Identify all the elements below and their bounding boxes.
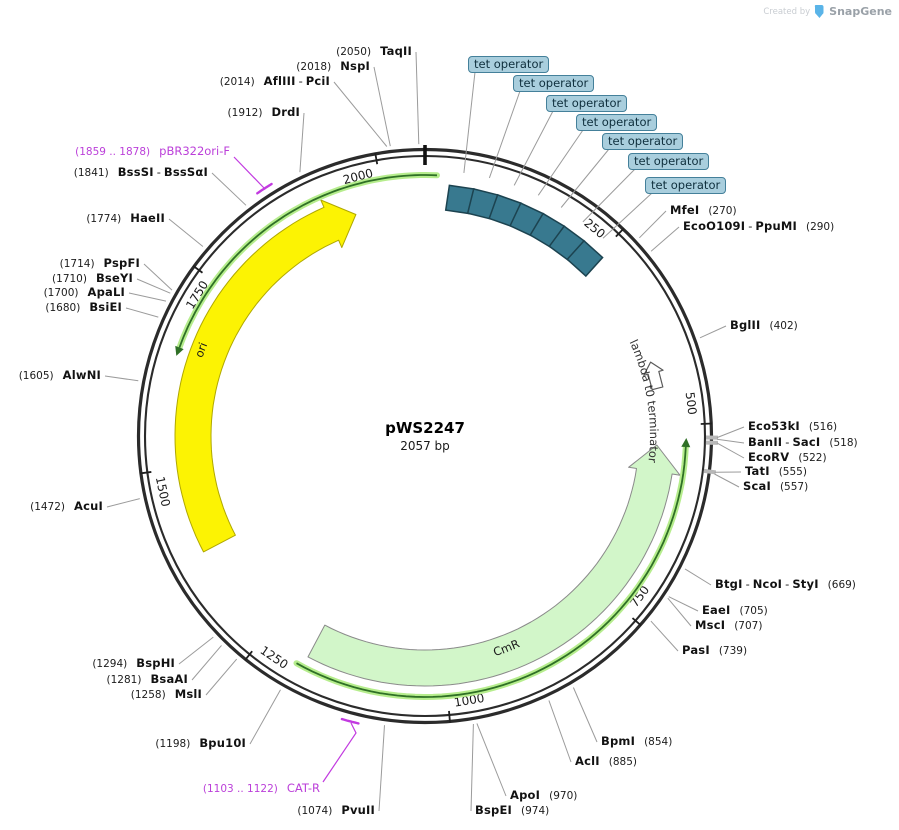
callout-NspI	[373, 66, 391, 147]
primer-callout-CAT-R	[322, 722, 357, 783]
callout-BglII	[699, 325, 727, 339]
callout-AcuI	[106, 498, 140, 508]
callout-BseYI	[136, 278, 171, 294]
cmr-direction-arrow-head	[681, 437, 691, 448]
snapgene-logo-icon	[814, 5, 824, 18]
tick-500	[700, 422, 713, 425]
cmr-direction-arrow	[296, 446, 687, 698]
callout-Bpu10I	[249, 689, 281, 745]
primer-callout-pBR322ori-F	[233, 156, 265, 189]
primer-arc-CAT-R	[340, 717, 360, 725]
tick-1000	[448, 710, 451, 723]
callout-PasI	[650, 620, 679, 652]
tick-750	[631, 617, 642, 627]
feature-ori-arrow	[174, 199, 357, 553]
callout-Eco53kI	[716, 426, 745, 439]
callout-tet-operator-6	[582, 168, 636, 223]
tick-1250	[244, 650, 253, 661]
callout-MslI	[205, 658, 238, 696]
tick-2000	[374, 152, 379, 165]
watermark-created-by: Created by	[763, 6, 811, 17]
callout-tet-operator-1	[463, 71, 476, 173]
tick-label-1250: 1250	[258, 643, 291, 672]
feature-label-ori: ori	[192, 340, 210, 359]
callout-BpmI	[572, 687, 598, 743]
callout-BspHI	[178, 636, 214, 665]
callout-AlwNI	[104, 375, 139, 382]
ori-direction-arrow	[178, 174, 438, 348]
callout-PspFI	[143, 263, 173, 291]
watermark-brand: SnapGene	[829, 5, 892, 18]
callout-ApaLI	[128, 292, 167, 302]
feature-label-terminator: lambda t0 terminator	[627, 337, 661, 463]
callout-DrdI	[299, 112, 305, 173]
callout-MfeI	[639, 210, 667, 239]
tet-operator-square-7	[566, 239, 604, 278]
callout-PvuII	[378, 725, 385, 812]
callout-TaqII	[415, 51, 420, 145]
callout-AclI	[548, 700, 572, 763]
callout-AflIII-PciI	[333, 81, 388, 147]
callout-ApoI	[476, 723, 507, 797]
callout-tet-operator-7	[602, 192, 653, 239]
plasmid-name: pWS2247	[385, 419, 465, 437]
callout-tet-operator-5	[560, 148, 610, 208]
primer-arc-pBR322ori-F	[256, 182, 273, 195]
callout-tet-operator-4	[537, 129, 584, 196]
cluster-mark-555	[703, 468, 716, 475]
tick-250	[615, 227, 625, 238]
tick-1750	[192, 265, 204, 274]
tick-label-500: 500	[683, 391, 700, 415]
callout-BanII-SacI	[716, 438, 745, 444]
callout-BspEI	[470, 723, 474, 812]
tick-label-1500: 1500	[153, 475, 173, 508]
callout-BsaAI	[191, 645, 222, 681]
feature-terminator-arrow	[643, 361, 664, 391]
callout-EaeI	[668, 596, 699, 612]
tick-1500	[139, 471, 152, 475]
callout-BssSI-BssSαI	[211, 172, 247, 206]
callout-tet-operator-3	[513, 110, 554, 186]
callout-BtgI-NcoI-StyI	[684, 568, 712, 586]
ori-direction-arrow-head	[175, 345, 184, 356]
callout-EcoRV	[716, 442, 745, 459]
callout-HaeII	[168, 218, 204, 247]
callout-tet-operator-2	[488, 90, 521, 179]
plasmid-title-block: pWS2247 2057 bp	[325, 419, 525, 453]
plasmid-length: 2057 bp	[400, 439, 450, 453]
callout-ScaI	[714, 473, 740, 488]
feature-cmr-arrow	[307, 444, 681, 687]
callout-EcoO109I-PpuMI	[650, 226, 680, 252]
callout-BsiEI	[125, 307, 159, 318]
callout-MscI	[667, 597, 692, 627]
snapgene-watermark: Created by SnapGene	[763, 5, 892, 18]
